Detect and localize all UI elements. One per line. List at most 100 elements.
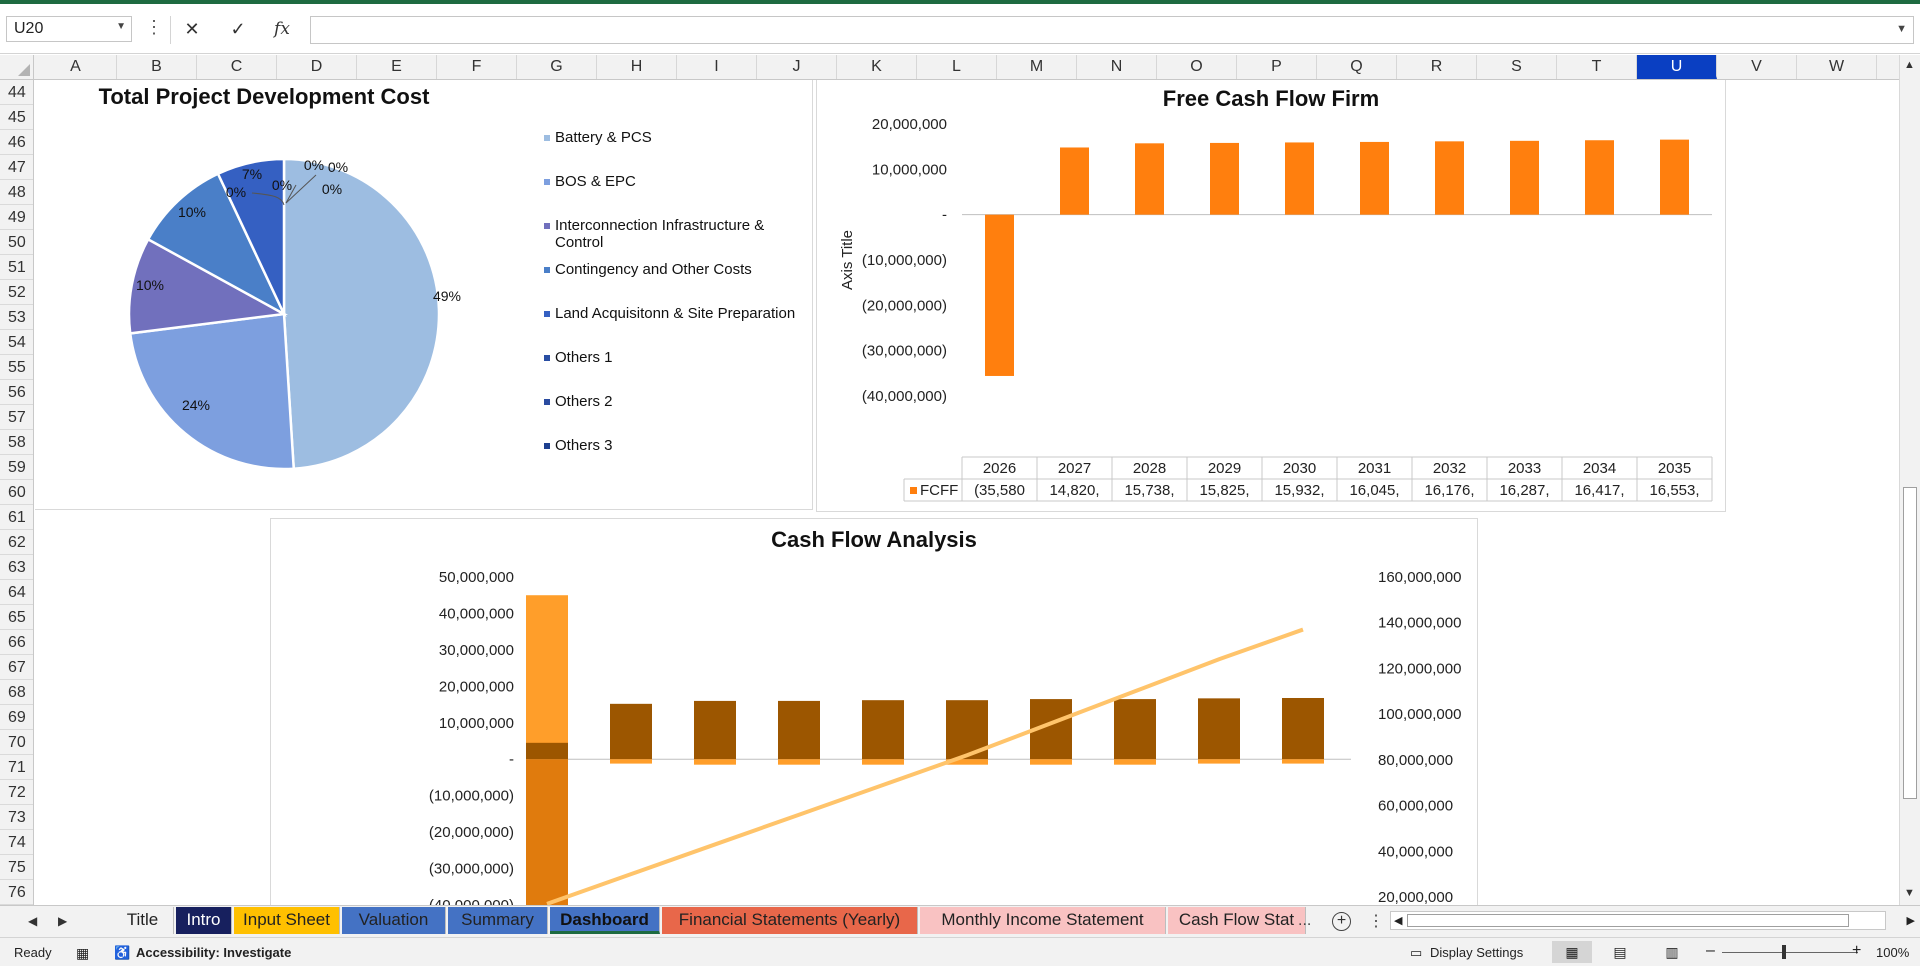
outflow-bar[interactable] xyxy=(778,759,820,765)
scroll-up-icon[interactable]: ▲ xyxy=(1904,59,1915,71)
fcf-bar[interactable] xyxy=(985,214,1014,376)
sheet-tab-monthly-income-statement[interactable]: Monthly Income Statement xyxy=(920,907,1166,934)
sheet-tab-cash-flow-stat[interactable]: Cash Flow Stat xyxy=(1168,907,1306,934)
row-header-65[interactable]: 65 xyxy=(0,605,33,630)
column-header-g[interactable]: G xyxy=(517,55,597,79)
sheet-tab-summary[interactable]: Summary xyxy=(448,907,548,934)
cumulative-line[interactable] xyxy=(546,627,1304,905)
outflow-bar[interactable] xyxy=(526,759,568,905)
row-header-70[interactable]: 70 xyxy=(0,730,33,755)
row-header-51[interactable]: 51 xyxy=(0,255,33,280)
fcf-bar[interactable] xyxy=(1135,143,1164,215)
column-header-d[interactable]: D xyxy=(277,55,357,79)
fcf-bar[interactable] xyxy=(1285,142,1314,215)
row-header-53[interactable]: 53 xyxy=(0,305,33,330)
row-header-72[interactable]: 72 xyxy=(0,780,33,805)
sheet-tab-valuation[interactable]: Valuation xyxy=(342,907,446,934)
more-sheets-button[interactable]: ... xyxy=(1298,912,1312,929)
column-header-m[interactable]: M xyxy=(997,55,1077,79)
outflow-bar[interactable] xyxy=(1282,759,1324,764)
row-header-74[interactable]: 74 xyxy=(0,830,33,855)
pie-slice[interactable] xyxy=(146,172,287,317)
select-all-corner[interactable] xyxy=(0,55,34,79)
pie-slice[interactable] xyxy=(127,237,288,335)
row-header-69[interactable]: 69 xyxy=(0,705,33,730)
fcf-bar[interactable] xyxy=(1510,140,1539,215)
column-header-w[interactable]: W xyxy=(1797,55,1877,79)
zoom-level[interactable]: 100% xyxy=(1876,945,1910,960)
row-header-59[interactable]: 59 xyxy=(0,455,33,480)
fcf-bar[interactable] xyxy=(1660,139,1689,215)
accessibility-status[interactable]: Accessibility: Investigate xyxy=(136,945,292,960)
zoom-out-button[interactable]: – xyxy=(1706,942,1715,959)
row-header-49[interactable]: 49 xyxy=(0,205,33,230)
page-layout-view-button[interactable]: ▤ xyxy=(1613,944,1627,960)
horizontal-scrollbar[interactable]: ◀ ▶ xyxy=(1390,911,1915,930)
sheet-tab-intro[interactable]: Intro xyxy=(176,907,232,934)
operating-cash-bar[interactable] xyxy=(1114,699,1156,760)
row-header-46[interactable]: 46 xyxy=(0,130,33,155)
scroll-thumb[interactable] xyxy=(1903,487,1917,799)
row-header-57[interactable]: 57 xyxy=(0,405,33,430)
display-settings-icon[interactable]: ▭ xyxy=(1410,945,1423,960)
column-header-j[interactable]: J xyxy=(757,55,837,79)
zoom-in-button[interactable]: + xyxy=(1852,942,1862,959)
combo-chart-cash-flow-analysis[interactable]: Cash Flow Analysis 50,000,000 40,000,000 3… xyxy=(270,518,1478,905)
row-header-47[interactable]: 47 xyxy=(0,155,33,180)
zoom-slider[interactable] xyxy=(1722,952,1858,953)
tab-options-icon[interactable]: ⋮ xyxy=(1368,913,1384,930)
row-header-56[interactable]: 56 xyxy=(0,380,33,405)
more-options-icon[interactable]: ⋮ xyxy=(145,17,163,37)
pie-chart-total-project-cost[interactable]: Total Project Development Cost 49% 24% 10%… xyxy=(35,80,813,510)
row-header-44[interactable]: 44 xyxy=(0,80,33,105)
expand-formula-icon[interactable]: ▼ xyxy=(1896,23,1907,35)
column-header-e[interactable]: E xyxy=(357,55,437,79)
operating-cash-bar[interactable] xyxy=(610,703,652,760)
add-sheet-icon[interactable]: + xyxy=(1332,912,1351,931)
macro-recorder-icon[interactable]: ▦ xyxy=(76,945,90,961)
column-header-a[interactable]: A xyxy=(35,55,117,79)
column-header-u[interactable]: U xyxy=(1637,55,1717,79)
row-header-58[interactable]: 58 xyxy=(0,430,33,455)
column-header-i[interactable]: I xyxy=(677,55,757,79)
operating-cash-bar[interactable] xyxy=(526,742,568,760)
outflow-bar[interactable] xyxy=(610,759,652,764)
operating-cash-bar[interactable] xyxy=(862,700,904,760)
accessibility-icon[interactable]: ♿ xyxy=(114,945,131,960)
row-header-67[interactable]: 67 xyxy=(0,655,33,680)
column-header-f[interactable]: F xyxy=(437,55,517,79)
scroll-down-icon[interactable]: ▼ xyxy=(1904,887,1915,899)
outflow-bar[interactable] xyxy=(1198,759,1240,764)
row-header-50[interactable]: 50 xyxy=(0,230,33,255)
row-header-48[interactable]: 48 xyxy=(0,180,33,205)
sheet-tab-title[interactable]: Title xyxy=(112,907,174,934)
row-header-75[interactable]: 75 xyxy=(0,855,33,880)
fcf-bar[interactable] xyxy=(1585,140,1614,215)
operating-cash-bar[interactable] xyxy=(778,700,820,760)
column-header-b[interactable]: B xyxy=(117,55,197,79)
name-box[interactable]: U20 ▼ xyxy=(6,16,132,42)
inflow-bar[interactable] xyxy=(526,595,568,760)
column-header-p[interactable]: P xyxy=(1237,55,1317,79)
pie-slice[interactable] xyxy=(282,157,441,471)
column-header-c[interactable]: C xyxy=(197,55,277,79)
row-header-61[interactable]: 61 xyxy=(0,505,33,530)
outflow-bar[interactable] xyxy=(1030,759,1072,765)
sheet-tab-financial-statements-yearly[interactable]: Financial Statements (Yearly) xyxy=(662,907,918,934)
pie-slice[interactable] xyxy=(216,157,286,315)
row-header-45[interactable]: 45 xyxy=(0,105,33,130)
scroll-right-icon[interactable]: ▶ xyxy=(1906,915,1915,927)
outflow-bar[interactable] xyxy=(862,759,904,765)
column-header-s[interactable]: S xyxy=(1477,55,1557,79)
operating-cash-bar[interactable] xyxy=(694,700,736,760)
fcf-bar[interactable] xyxy=(1435,141,1464,215)
row-header-63[interactable]: 63 xyxy=(0,555,33,580)
hscroll-thumb[interactable] xyxy=(1407,914,1849,927)
row-header-68[interactable]: 68 xyxy=(0,680,33,705)
column-header-t[interactable]: T xyxy=(1557,55,1637,79)
operating-cash-bar[interactable] xyxy=(1198,698,1240,760)
display-settings-button[interactable]: Display Settings xyxy=(1430,945,1524,960)
row-header-71[interactable]: 71 xyxy=(0,755,33,780)
row-header-55[interactable]: 55 xyxy=(0,355,33,380)
zoom-slider-thumb[interactable] xyxy=(1782,945,1786,959)
